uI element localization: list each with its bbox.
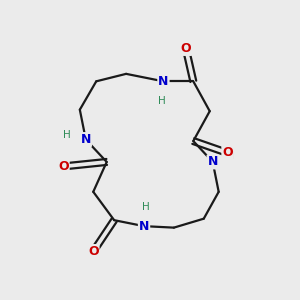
Text: O: O <box>58 160 69 173</box>
Text: O: O <box>222 146 233 160</box>
Text: H: H <box>227 151 235 161</box>
Text: N: N <box>208 155 218 168</box>
Text: N: N <box>158 75 169 88</box>
Text: H: H <box>142 202 149 212</box>
Text: O: O <box>181 42 191 55</box>
Text: N: N <box>81 133 91 146</box>
Text: H: H <box>158 96 166 106</box>
Text: O: O <box>88 245 99 258</box>
Text: N: N <box>139 220 149 232</box>
Text: H: H <box>62 130 70 140</box>
